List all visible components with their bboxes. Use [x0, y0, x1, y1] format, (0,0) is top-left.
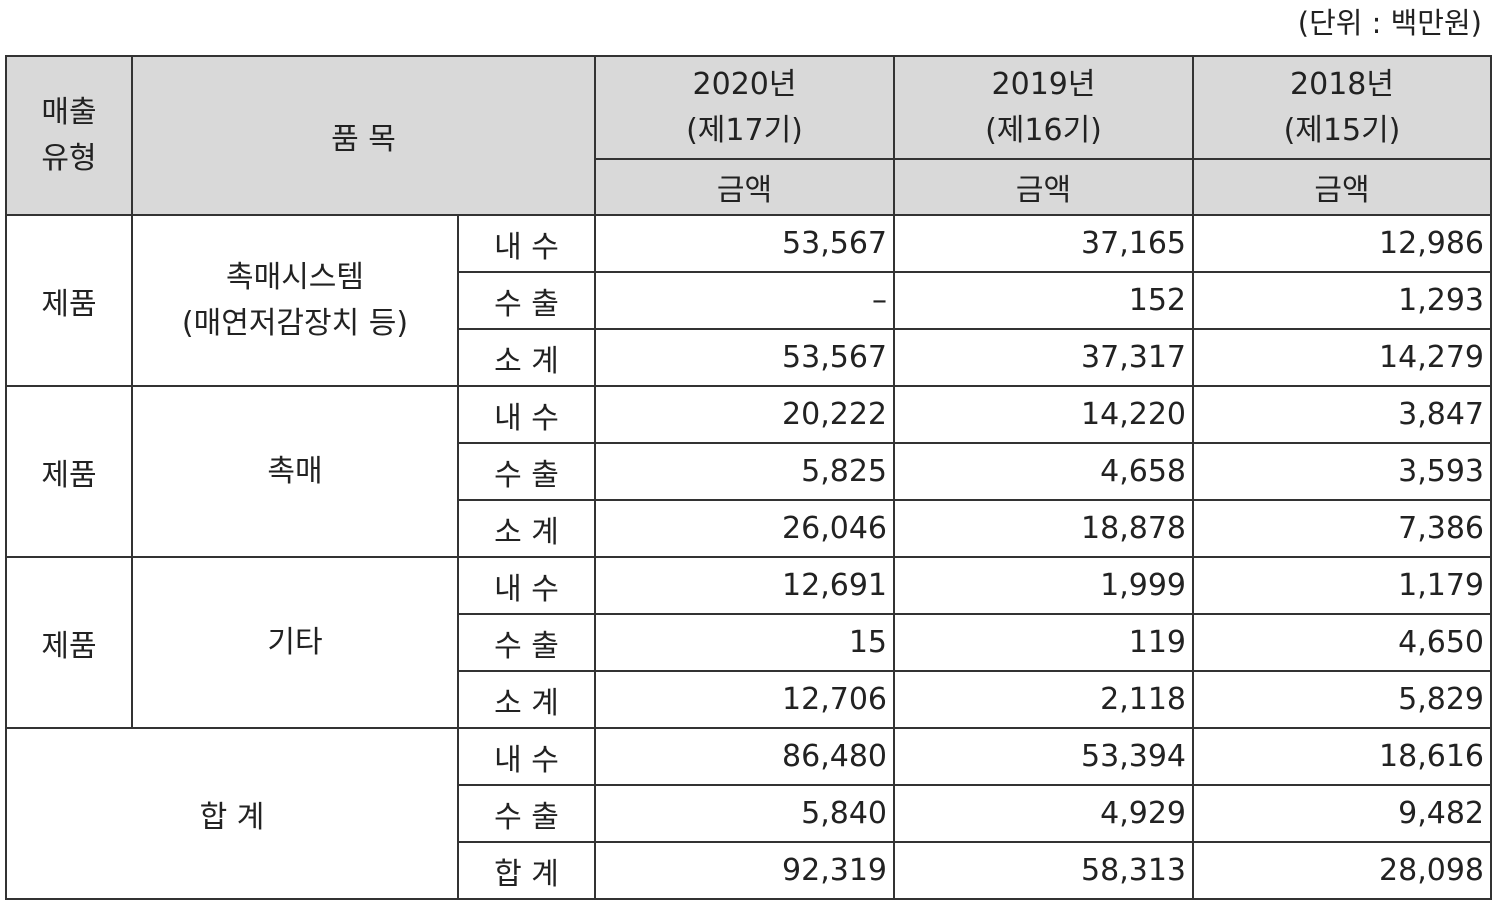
amount-cell: 14,220 — [893, 385, 1194, 444]
amount-cell: 12,986 — [1192, 214, 1492, 273]
row-label: 합 계 — [457, 841, 596, 900]
item-line: (매연저감장치 등) — [181, 305, 409, 341]
table-row: 소 계 53,567 37,317 14,279 — [6, 328, 1492, 387]
sales-type: 제품 — [5, 556, 133, 729]
amount-cell: 1,293 — [1192, 271, 1492, 330]
table-body: 제품 촉매시스템 (매연저감장치 등) 내 수 53,567 37,165 12,986 수 … — [5, 214, 1492, 900]
year: 2018년 — [1290, 66, 1394, 102]
row-label: 수 출 — [457, 271, 596, 330]
amount-cell: 58,313 — [893, 841, 1194, 900]
amount-cell: 37,317 — [893, 328, 1194, 387]
table-row: 수 출 5,825 4,658 3,593 — [6, 442, 1492, 501]
amount-cell: 4,929 — [893, 784, 1194, 843]
amount-cell: 7,386 — [1192, 499, 1492, 558]
table-row: 합 계 92,319 58,313 28,098 — [6, 841, 1492, 900]
amount-cell: 53,567 — [594, 214, 895, 273]
table-row: 제품 촉매시스템 (매연저감장치 등) 내 수 53,567 37,165 12,986 — [5, 214, 1492, 387]
row-label: 소 계 — [457, 670, 596, 729]
amount-cell: 12,691 — [594, 556, 895, 615]
amount-cell: 1,999 — [893, 556, 1194, 615]
amount-cell: 18,616 — [1192, 727, 1492, 786]
row-label: 내 수 — [457, 556, 596, 615]
year-header: 2018년 (제15기) — [1192, 55, 1492, 160]
row-label: 내 수 — [457, 214, 596, 273]
table-row: 수 출 –152 1,293 — [6, 271, 1492, 330]
sales-type: 제품 — [5, 385, 133, 558]
item-name: 촉매 — [131, 385, 459, 558]
amount-cell: 3,847 — [1192, 385, 1492, 444]
item-name: 기타 — [131, 556, 459, 729]
amount-header: 금액 — [1192, 158, 1492, 216]
amount-cell: 152 — [893, 271, 1194, 330]
table-row: 수 출 15 119 4,650 — [6, 613, 1492, 672]
header-line: 매출 — [41, 94, 97, 130]
table-row: 소 계 12,706 2,118 5,829 — [6, 670, 1492, 729]
amount-cell: 5,825 — [594, 442, 895, 501]
item-line: 촉매 — [267, 453, 323, 489]
row-label: 수 출 — [457, 613, 596, 672]
amount-cell: 26,046 — [594, 499, 895, 558]
total-label: 합 계 — [5, 727, 459, 900]
amount-cell: 1,179 — [1192, 556, 1492, 615]
year: 2020년 — [692, 66, 797, 102]
sales-type: 제품 — [5, 214, 133, 387]
year-header: 2020년 (제17기) — [594, 55, 895, 160]
amount-header: 금액 — [893, 158, 1194, 216]
amount-cell: 53,394 — [893, 727, 1194, 786]
amount-cell: 20,222 — [594, 385, 895, 444]
table-row: 소 계 26,046 18,878 7,386 — [6, 499, 1492, 558]
table-row: 제품 촉매 내 수 20,222 14,220 3,847 — [5, 385, 1492, 558]
amount-cell: 15 — [594, 613, 895, 672]
amount-cell: 119 — [893, 613, 1194, 672]
period: (제15기) — [1283, 112, 1401, 148]
year-header: 2019년 (제16기) — [893, 55, 1194, 160]
amount-cell: 14,279 — [1192, 328, 1492, 387]
amount-cell: 18,878 — [893, 499, 1194, 558]
amount-cell: 12,706 — [594, 670, 895, 729]
amount-cell: 9,482 — [1192, 784, 1492, 843]
period: (제16기) — [985, 112, 1102, 148]
amount-cell: 5,840 — [594, 784, 895, 843]
year: 2019년 — [991, 66, 1096, 102]
item-line: 촉매시스템 — [226, 259, 364, 295]
row-label: 수 출 — [457, 784, 596, 843]
item-line: 기타 — [267, 624, 323, 660]
item-header: 품 목 — [131, 55, 596, 216]
amount-cell: 92,319 — [594, 841, 895, 900]
amount-cell: 3,593 — [1192, 442, 1492, 501]
amount-cell: 53,567 — [594, 328, 895, 387]
amount-cell: – — [594, 271, 895, 330]
row-label: 내 수 — [457, 385, 596, 444]
row-label: 내 수 — [457, 727, 596, 786]
header-line: 유형 — [41, 140, 97, 176]
amount-cell: 5,829 — [1192, 670, 1492, 729]
table-row: 제품 기타 내 수 12,691 1,999 1,179 — [5, 556, 1492, 729]
amount-cell: 37,165 — [893, 214, 1194, 273]
period: (제17기) — [686, 112, 803, 148]
table-row: 수 출 5,840 4,929 9,482 — [6, 784, 1492, 843]
row-label: 수 출 — [457, 442, 596, 501]
amount-header: 금액 — [594, 158, 895, 216]
amount-cell: 28,098 — [1192, 841, 1492, 900]
amount-cell: 86,480 — [594, 727, 895, 786]
item-name: 촉매시스템 (매연저감장치 등) — [131, 214, 459, 387]
amount-cell: 4,658 — [893, 442, 1194, 501]
row-label: 소 계 — [457, 328, 596, 387]
amount-cell: 4,650 — [1192, 613, 1492, 672]
amount-cell: 2,118 — [893, 670, 1194, 729]
unit-note: (단위 : 백만원) — [1297, 6, 1482, 40]
row-label: 소 계 — [457, 499, 596, 558]
